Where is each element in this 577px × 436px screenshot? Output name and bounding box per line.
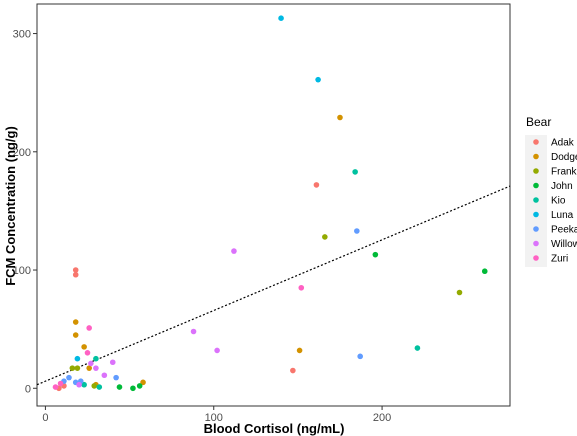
data-point bbox=[130, 385, 136, 392]
data-point bbox=[93, 355, 99, 362]
data-point bbox=[352, 169, 358, 175]
data-point bbox=[72, 332, 79, 338]
y-axis: 0 100 200 300 bbox=[13, 29, 37, 395]
legend-label: John bbox=[551, 181, 573, 192]
data-point bbox=[296, 347, 303, 354]
data-point bbox=[140, 379, 146, 386]
data-point bbox=[86, 365, 92, 371]
y-tick-label: 300 bbox=[13, 29, 31, 41]
x-tick-label: 100 bbox=[205, 412, 223, 424]
data-point bbox=[81, 344, 87, 350]
data-point bbox=[101, 372, 108, 379]
data-point bbox=[190, 328, 197, 335]
y-tick-label: 200 bbox=[13, 147, 31, 159]
legend-key bbox=[533, 211, 539, 218]
legend-label: Willow bbox=[551, 239, 577, 250]
data-point bbox=[231, 248, 237, 254]
data-point bbox=[313, 182, 320, 188]
data-point bbox=[88, 360, 94, 367]
data-point bbox=[315, 76, 321, 83]
data-point bbox=[414, 345, 421, 351]
x-tick-label: 0 bbox=[42, 412, 48, 424]
data-point bbox=[481, 268, 488, 275]
x-axis: 0 100 200 bbox=[42, 406, 391, 424]
data-point bbox=[72, 319, 79, 325]
points-layer bbox=[52, 15, 488, 392]
y-tick-label: 100 bbox=[13, 265, 31, 277]
data-point bbox=[57, 380, 64, 387]
data-point bbox=[69, 365, 76, 371]
legend-label: Adak bbox=[551, 138, 575, 149]
data-point bbox=[76, 381, 82, 388]
data-point bbox=[456, 289, 463, 296]
data-point bbox=[81, 381, 87, 388]
data-point bbox=[298, 284, 305, 291]
data-point bbox=[86, 325, 92, 331]
data-point bbox=[278, 15, 284, 21]
x-tick-label: 200 bbox=[373, 412, 391, 424]
legend-title: Bear bbox=[526, 115, 551, 129]
legend-key bbox=[533, 197, 539, 203]
trendline bbox=[36, 185, 511, 386]
legend-key bbox=[533, 240, 539, 247]
y-axis-title: FCM Concentration (ng/g) bbox=[3, 126, 18, 286]
legend-key bbox=[533, 139, 539, 145]
data-point bbox=[214, 347, 220, 354]
data-point bbox=[96, 384, 103, 390]
legend-key bbox=[533, 168, 539, 174]
plot-border bbox=[36, 3, 511, 407]
legend-key bbox=[533, 182, 539, 189]
legend-label: Frank bbox=[551, 167, 577, 178]
plot-panel bbox=[36, 3, 511, 407]
y-tick-label: 0 bbox=[25, 383, 31, 395]
data-point bbox=[84, 349, 91, 356]
legend-label: Peeka bbox=[551, 225, 577, 236]
data-point bbox=[337, 114, 343, 121]
legend-label: Zuri bbox=[551, 254, 568, 265]
legend-key bbox=[533, 255, 539, 261]
data-point bbox=[357, 353, 363, 360]
legend-key bbox=[533, 226, 539, 232]
x-axis-title: Blood Cortisol (ng/mL) bbox=[204, 421, 345, 436]
data-point bbox=[74, 355, 81, 362]
data-point bbox=[116, 384, 123, 390]
data-point bbox=[91, 383, 98, 389]
data-point bbox=[74, 365, 81, 371]
data-point bbox=[290, 367, 296, 374]
data-point bbox=[52, 384, 59, 390]
trendline-layer bbox=[36, 185, 511, 386]
data-point bbox=[113, 374, 119, 381]
legend-key bbox=[533, 153, 539, 160]
data-point bbox=[136, 383, 143, 389]
legend-items: Adak Dodge Frank John Kio Luna Peeka Willow Zuri bbox=[533, 138, 577, 265]
data-point bbox=[72, 271, 79, 278]
data-point bbox=[354, 228, 360, 234]
data-point bbox=[93, 365, 99, 371]
data-point bbox=[372, 251, 379, 258]
data-point bbox=[72, 267, 79, 273]
legend: Bear Adak Dodge Frank John Kio Luna Peeka Willo… bbox=[525, 115, 577, 267]
legend-label: Kio bbox=[551, 196, 566, 207]
data-point bbox=[322, 234, 328, 240]
data-point bbox=[66, 374, 72, 381]
data-point bbox=[109, 359, 116, 366]
legend-label: Luna bbox=[551, 210, 574, 221]
legend-label: Dodge bbox=[551, 152, 577, 163]
